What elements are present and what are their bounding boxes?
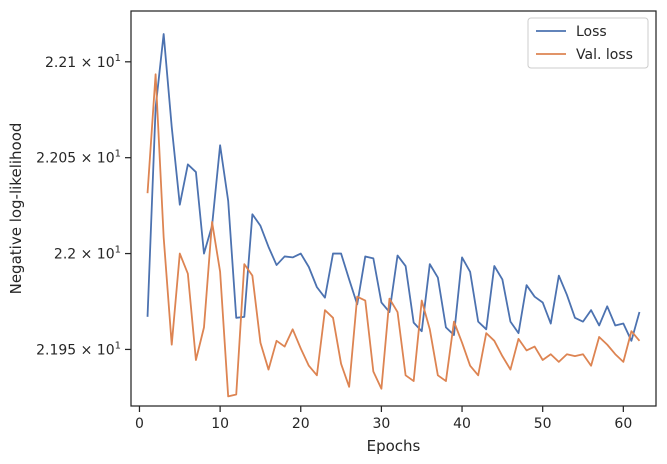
plot-frame: [130, 10, 657, 407]
y-tick-label: 2.205 × 101: [36, 149, 121, 167]
x-tick-label: 40: [453, 416, 471, 432]
x-tick-label: 20: [292, 416, 310, 432]
legend-label-loss: Loss: [576, 24, 607, 40]
y-axis-label: Negative log-likelihood: [7, 123, 25, 295]
y-tick-label: 2.2 × 101: [54, 245, 121, 263]
series-line-val-loss: [146, 73, 641, 398]
series-line-loss: [146, 33, 641, 342]
x-tick-label: 0: [135, 416, 144, 432]
x-tick-label: 10: [211, 416, 229, 432]
series-layer: [146, 33, 641, 398]
y-axis-ticks: 2.195 × 101 2.2 × 101 2.205 × 101 2.21 × 10…: [36, 53, 131, 358]
legend-label-val-loss: Val. loss: [576, 47, 633, 63]
x-tick-label: 30: [372, 416, 390, 432]
legend: Loss Val. loss: [527, 17, 649, 69]
x-axis-ticks: 0 10 20 30 40 50 60: [135, 406, 632, 432]
y-tick-label: 2.195 × 101: [36, 340, 121, 358]
x-tick-label: 60: [614, 416, 632, 432]
x-axis-label: Epochs: [367, 437, 421, 455]
x-tick-label: 50: [534, 416, 552, 432]
y-tick-label: 2.21 × 101: [45, 53, 121, 71]
